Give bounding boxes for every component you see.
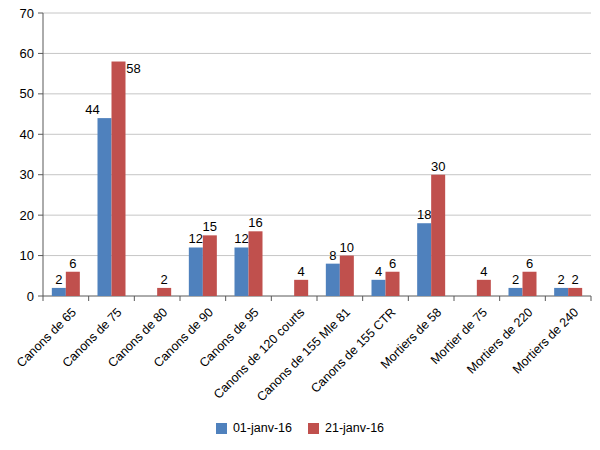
bar-01-janv-16-canons-de-75[interactable] <box>98 118 112 296</box>
bar-21-janv-16-mortiers-de-220[interactable] <box>523 272 537 296</box>
bar-01-janv-16-canons-de-95[interactable] <box>235 247 249 296</box>
bar-01-janv-16-mortiers-de-240[interactable] <box>554 288 568 296</box>
data-label-01-janv-16-canons-de-90: 12 <box>189 231 203 246</box>
bar-21-janv-16-canons-de-155-ctr[interactable] <box>386 272 400 296</box>
y-axis-label-10: 10 <box>20 248 34 263</box>
bar-01-janv-16-canons-de-90[interactable] <box>189 247 203 296</box>
y-axis-label-70: 70 <box>20 6 34 21</box>
chart-plot-area: 0102030405060702441212841822658215164106… <box>0 0 600 450</box>
data-label-21-janv-16-canons-de-80: 2 <box>161 272 168 287</box>
y-axis-label-60: 60 <box>20 46 34 61</box>
legend: 01-janv-16 21-janv-16 <box>0 421 600 435</box>
bar-01-janv-16-mortiers-de-58[interactable] <box>417 223 431 296</box>
y-axis-label-20: 20 <box>20 208 34 223</box>
bar-01-janv-16-canons-de-155-mle-81[interactable] <box>326 264 340 296</box>
bar-21-janv-16-canons-de-120-courts[interactable] <box>294 280 308 296</box>
data-label-01-janv-16-canons-de-155-mle-81: 8 <box>329 248 336 263</box>
data-label-21-janv-16-canons-de-95: 16 <box>248 215 262 230</box>
data-label-21-janv-16-mortier-de-75: 4 <box>480 264 487 279</box>
bar-21-janv-16-mortiers-de-58[interactable] <box>431 175 445 296</box>
data-label-01-janv-16-canons-de-75: 44 <box>85 102 99 117</box>
data-label-01-janv-16-mortiers-de-58: 18 <box>417 207 431 222</box>
bar-21-janv-16-canons-de-65[interactable] <box>66 272 80 296</box>
bar-21-janv-16-mortier-de-75[interactable] <box>477 280 491 296</box>
data-label-21-janv-16-canons-de-75: 58 <box>126 61 140 76</box>
bar-01-janv-16-mortiers-de-220[interactable] <box>509 288 523 296</box>
data-label-01-janv-16-canons-de-155-ctr: 4 <box>375 264 382 279</box>
x-axis-label-canons-de-120-courts: Canons de 120 courts <box>211 305 307 401</box>
bar-21-janv-16-canons-de-95[interactable] <box>249 231 263 296</box>
bar-21-janv-16-canons-de-80[interactable] <box>157 288 171 296</box>
data-label-21-janv-16-mortiers-de-220: 6 <box>526 256 533 271</box>
data-label-21-janv-16-canons-de-155-mle-81: 10 <box>340 240 354 255</box>
y-axis-label-40: 40 <box>20 127 34 142</box>
y-axis-label-30: 30 <box>20 167 34 182</box>
legend-swatch-01-janv-16 <box>216 423 227 434</box>
legend-label-21-janv-16: 21-janv-16 <box>325 421 384 435</box>
y-axis-label-0: 0 <box>27 289 34 304</box>
y-axis-label-50: 50 <box>20 86 34 101</box>
data-label-21-janv-16-canons-de-120-courts: 4 <box>298 264 305 279</box>
data-label-21-janv-16-canons-de-155-ctr: 6 <box>389 256 396 271</box>
data-label-21-janv-16-canons-de-90: 15 <box>203 219 217 234</box>
legend-swatch-21-janv-16 <box>308 423 319 434</box>
data-label-01-janv-16-mortiers-de-240: 2 <box>558 272 565 287</box>
data-label-21-janv-16-mortiers-de-58: 30 <box>431 159 445 174</box>
bar-21-janv-16-canons-de-75[interactable] <box>112 62 126 296</box>
bar-21-janv-16-mortiers-de-240[interactable] <box>568 288 582 296</box>
bar-chart: 0102030405060702441212841822658215164106… <box>0 0 600 450</box>
legend-label-01-janv-16: 01-janv-16 <box>233 421 292 435</box>
data-label-01-janv-16-canons-de-95: 12 <box>234 231 248 246</box>
bar-01-janv-16-canons-de-155-ctr[interactable] <box>372 280 386 296</box>
legend-item-21-janv-16[interactable]: 21-janv-16 <box>308 421 384 435</box>
data-label-21-janv-16-mortiers-de-240: 2 <box>572 272 579 287</box>
bar-21-janv-16-canons-de-90[interactable] <box>203 235 217 296</box>
bar-21-janv-16-canons-de-155-mle-81[interactable] <box>340 256 354 296</box>
data-label-21-janv-16-canons-de-65: 6 <box>69 256 76 271</box>
data-label-01-janv-16-canons-de-65: 2 <box>55 272 62 287</box>
data-label-01-janv-16-mortiers-de-220: 2 <box>512 272 519 287</box>
x-axis-label-canons-de-155-ctr: Canons de 155 CTR <box>308 305 398 395</box>
bar-01-janv-16-canons-de-65[interactable] <box>52 288 66 296</box>
legend-item-01-janv-16[interactable]: 01-janv-16 <box>216 421 292 435</box>
